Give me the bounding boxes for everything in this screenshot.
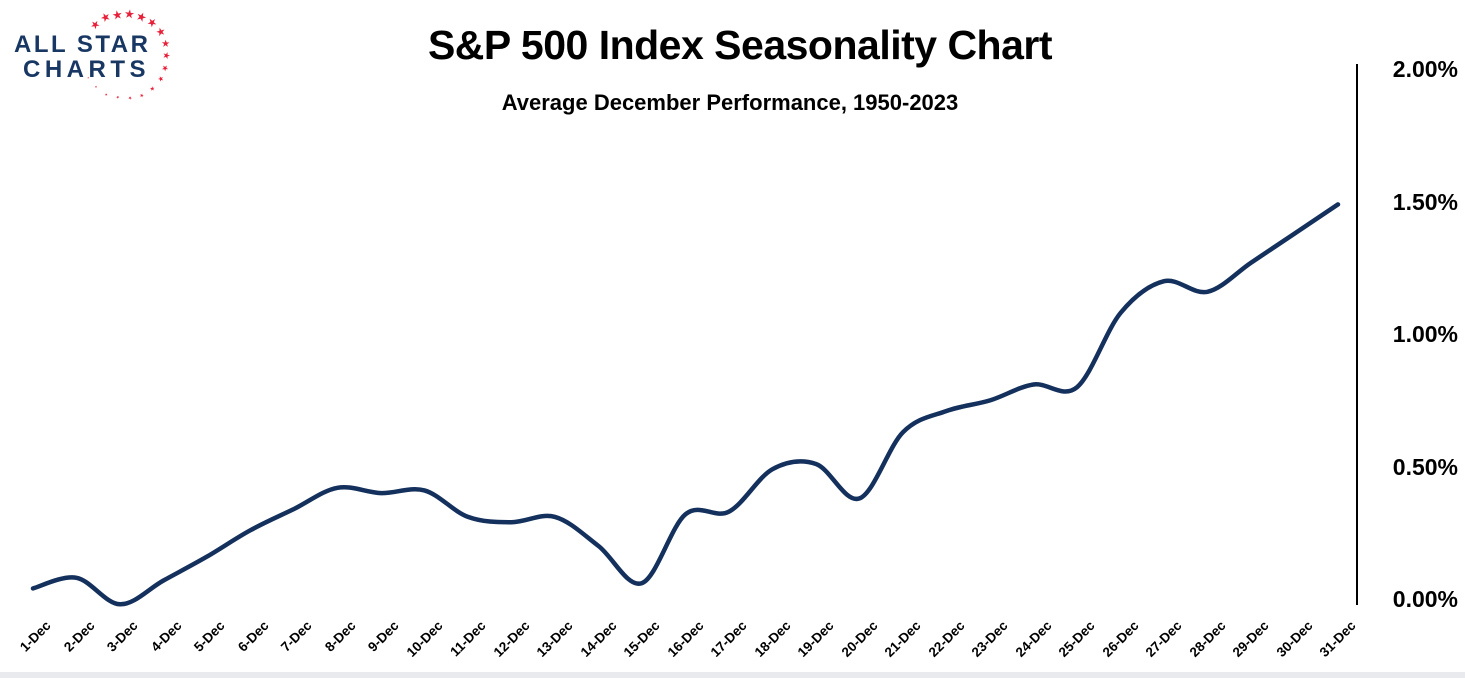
y-axis-tick-label: 1.00% xyxy=(1392,321,1458,348)
y-axis-tick-label: 0.00% xyxy=(1392,586,1458,612)
allstarcharts-logo: ★ ★ ★ ★ ★ ★ ★ ★ ★ ★ ★ ★ ★ ★ ★ ★ ★ ★ ALL STAR CHARTS xyxy=(12,7,187,117)
chart-subtitle: Average December Performance, 1950-2023 xyxy=(501,90,959,115)
logo-text: ALL STAR CHARTS xyxy=(14,31,151,84)
y-axis-tick-label: 2.00% xyxy=(1392,56,1458,83)
chart-title: S&P 500 Index Seasonality Chart xyxy=(427,22,1053,68)
logo-text-line1: ALL STAR xyxy=(14,31,151,58)
logo-text-line2: CHARTS xyxy=(23,56,150,84)
y-axis-tick-label: 0.50% xyxy=(1392,453,1458,480)
series-line xyxy=(30,202,1341,607)
y-axis-line xyxy=(1356,64,1358,605)
bottom-edge-strip xyxy=(0,672,1465,678)
y-axis-tick-label: 1.50% xyxy=(1392,188,1458,215)
